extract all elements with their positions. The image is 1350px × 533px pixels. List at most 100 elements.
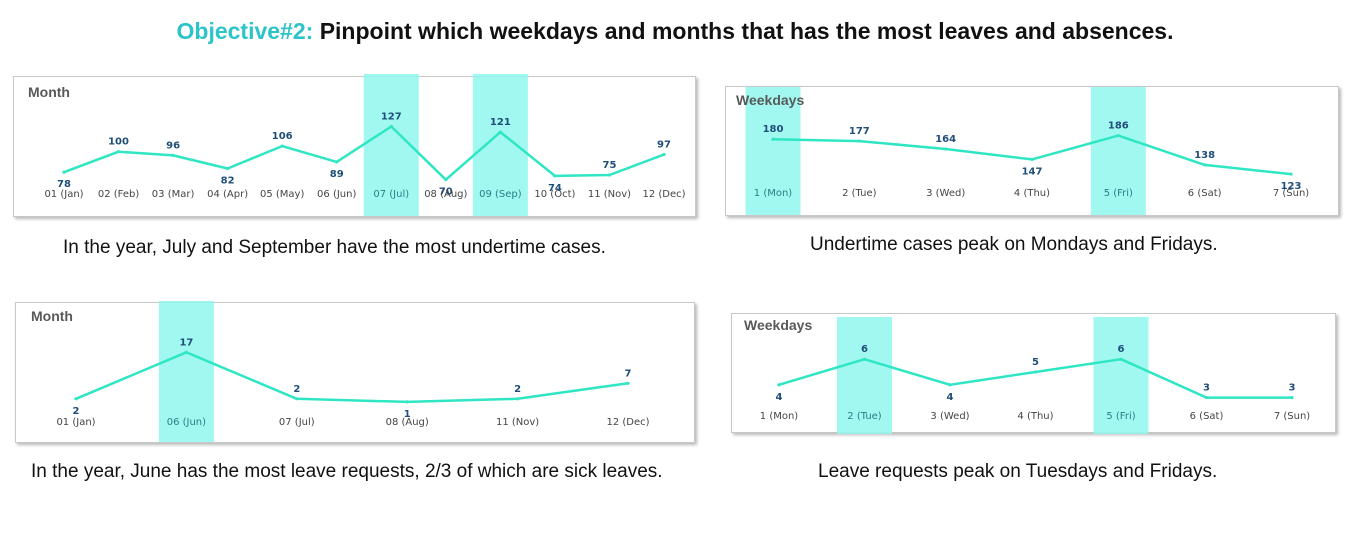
tick-label: 3 (Wed): [930, 411, 969, 422]
data-point: [771, 137, 775, 141]
data-label: 96: [166, 140, 180, 151]
data-point: [389, 124, 393, 129]
data-label: 89: [330, 169, 344, 180]
tick-label: 01 (Jan): [44, 189, 83, 200]
data-label: 3: [1203, 383, 1210, 394]
data-point: [626, 381, 630, 385]
data-label: 82: [221, 175, 235, 186]
highlight-band: [472, 74, 528, 216]
data-label: 75: [602, 160, 616, 171]
data-point: [226, 166, 230, 171]
highlight-band: [158, 301, 214, 442]
caption-leave-weekday: Leave requests peak on Tuesdays and Frid…: [818, 461, 1218, 482]
data-label: 70: [439, 187, 453, 198]
data-point: [1119, 357, 1123, 361]
data-point: [1290, 396, 1294, 400]
data-label: 164: [935, 134, 956, 145]
data-label: 97: [657, 139, 671, 150]
data-label: 177: [849, 126, 870, 137]
data-point: [295, 397, 299, 401]
tick-label: 4 (Thu): [1017, 411, 1053, 422]
leave-month-chart: Month 2 01 (Jan) 17 06 (Jun) 2 07 (Jul) 1 08 (Au…: [15, 301, 695, 443]
data-point: [857, 139, 861, 143]
data-point: [405, 400, 409, 404]
data-label: 127: [381, 111, 402, 122]
data-label: 2: [293, 384, 300, 395]
tick-label: 7 (Sun): [1273, 188, 1309, 199]
series-line: [63, 125, 665, 181]
data-label: 6: [1118, 344, 1125, 355]
data-label: 2: [73, 406, 80, 417]
series-line: [75, 351, 629, 404]
data-label: 3: [1289, 383, 1296, 394]
data-point: [1203, 163, 1207, 167]
data-label: 180: [763, 124, 784, 135]
undertime-month-chart: Month 78 01 (Jan) 100 02 (Feb) 96 03 (Mar) 82 04…: [13, 74, 696, 217]
highlight-band: [837, 317, 892, 434]
data-label: 2: [514, 384, 521, 395]
data-point: [444, 178, 448, 182]
data-label: 78: [57, 179, 71, 190]
tick-label: 5 (Fri): [1104, 188, 1133, 199]
data-label: 100: [108, 137, 129, 148]
data-point: [948, 383, 952, 387]
data-label: 121: [490, 117, 511, 128]
data-label: 74: [548, 183, 562, 194]
undertime-weekday-svg: Weekdays 180 1 (Mon) 177 2 (Tue) 164 3 (Wed) 14…: [736, 87, 1309, 215]
data-point: [335, 160, 339, 164]
data-label: 106: [272, 131, 293, 142]
leave-weekday-chart: Weekdays 4 1 (Mon) 6 2 (Tue) 4 3 (Wed) 5 4 (Thu)…: [731, 313, 1336, 434]
tick-label: 6 (Sat): [1188, 188, 1222, 199]
data-point: [1289, 172, 1293, 176]
tick-label: 6 (Sat): [1190, 411, 1224, 422]
tick-label: 11 (Nov): [588, 189, 631, 200]
data-label: 186: [1108, 121, 1129, 132]
tick-label: 4 (Thu): [1014, 188, 1050, 199]
highlight-band: [745, 87, 801, 215]
tick-label: 08 (Aug): [424, 189, 467, 200]
data-point: [777, 383, 781, 387]
data-point: [607, 173, 612, 177]
tick-label: 12 (Dec): [642, 189, 685, 200]
caption-undertime-month: In the year, July and September have the…: [63, 237, 606, 258]
data-label: 5: [1032, 357, 1039, 368]
tick-label: 04 (Apr): [207, 189, 248, 200]
tick-label: 05 (May): [260, 189, 304, 200]
data-point: [116, 150, 121, 154]
tick-label: 09 (Sep): [479, 189, 522, 200]
data-point: [171, 153, 175, 157]
data-point: [62, 170, 66, 174]
data-label: 6: [861, 344, 868, 355]
title-prefix: Objective#2:: [176, 18, 314, 44]
data-label: 4: [947, 392, 954, 403]
tick-label: 2 (Tue): [847, 411, 882, 422]
page-title: Objective#2: Pinpoint which weekdays and…: [0, 18, 1350, 45]
tick-label: 02 (Feb): [98, 189, 140, 200]
tick-label: 12 (Dec): [606, 417, 649, 428]
highlight-band: [1090, 87, 1146, 215]
data-point: [944, 147, 948, 151]
highlight-band: [1093, 317, 1149, 434]
tick-label: 01 (Jan): [56, 417, 95, 428]
data-label: 147: [1022, 166, 1043, 177]
tick-label: 07 (Jul): [279, 417, 315, 428]
caption-undertime-weekday: Undertime cases peak on Mondays and Frid…: [810, 234, 1218, 255]
tick-label: 1 (Mon): [760, 411, 799, 422]
tick-label: 08 (Aug): [386, 417, 429, 428]
data-point: [1033, 370, 1038, 374]
data-point: [862, 357, 867, 361]
tick-label: 1 (Mon): [754, 188, 793, 199]
tick-label: 5 (Fri): [1106, 411, 1135, 422]
data-label: 17: [179, 337, 193, 348]
data-point: [516, 397, 520, 401]
data-point: [498, 130, 502, 134]
tick-label: 10 (Oct): [534, 189, 575, 200]
data-point: [280, 144, 284, 148]
data-label: 4: [776, 392, 783, 403]
tick-label: 7 (Sun): [1274, 411, 1310, 422]
data-label: 123: [1281, 181, 1302, 192]
tick-label: 03 (Mar): [152, 189, 195, 200]
caption-leave-month: In the year, June has the most leave req…: [31, 461, 663, 482]
